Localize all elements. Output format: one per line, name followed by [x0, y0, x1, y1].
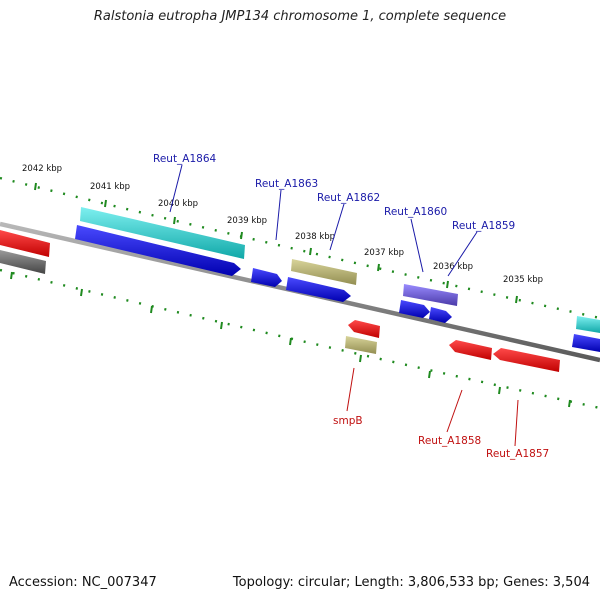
major-tick — [80, 288, 83, 297]
sequence-summary-text: Topology: circular; Length: 3,806,533 bp… — [232, 575, 590, 590]
gene-cyan-feature[interactable] — [80, 207, 245, 259]
gene-label-smpb[interactable]: smpB — [333, 415, 363, 427]
gene-blue-feature-right[interactable] — [572, 334, 600, 352]
gene-label-reut-a1857[interactable]: Reut_A1857 — [486, 448, 549, 460]
major-tick — [515, 295, 518, 304]
kbp-label: 2040 kbp — [158, 199, 198, 209]
major-tick — [377, 263, 380, 272]
gene-reut-a1858[interactable] — [449, 340, 492, 360]
gene-reverse-red-small[interactable] — [348, 320, 380, 338]
major-tick — [359, 354, 362, 363]
kbp-label: 2042 kbp — [22, 164, 62, 174]
kbp-label: 2039 kbp — [227, 216, 267, 226]
kbp-label: 2037 kbp — [364, 248, 404, 258]
upper-tick-ring — [0, 176, 600, 320]
major-tick — [220, 321, 223, 330]
gene-reut-a1860[interactable] — [399, 300, 430, 318]
major-tick — [104, 199, 107, 208]
reverse-gene-labels: smpB Reut_A1858 Reut_A1857 — [333, 367, 549, 460]
kbp-label: 2035 kbp — [503, 275, 543, 285]
major-tick — [34, 182, 37, 191]
gene-khaki-feature[interactable] — [291, 259, 357, 285]
gene-cyan-feature-right[interactable] — [576, 316, 600, 333]
reverse-row — [345, 320, 560, 372]
major-tick — [498, 386, 501, 395]
left-edge-features — [0, 230, 50, 274]
major-tick — [309, 247, 312, 256]
major-tick — [240, 231, 243, 240]
forward-outer-row — [80, 207, 600, 333]
gene-label-reut-a1859[interactable]: Reut_A1859 — [452, 220, 515, 232]
gene-purple-feature[interactable] — [403, 284, 458, 306]
gene-label-reut-a1862[interactable]: Reut_A1862 — [317, 192, 380, 204]
major-tick — [446, 280, 449, 289]
gene-label-reut-a1864[interactable]: Reut_A1864 — [153, 153, 217, 165]
map-title: Ralstonia eutropha JMP134 chromosome 1, … — [93, 9, 507, 24]
gene-reut-a1862[interactable] — [286, 277, 351, 302]
gene-red-feature-left[interactable] — [0, 230, 50, 257]
major-tick — [173, 216, 176, 225]
major-tick — [428, 370, 431, 379]
gene-label-reut-a1860[interactable]: Reut_A1860 — [384, 206, 447, 218]
major-tick — [10, 271, 13, 280]
gene-label-reut-a1863[interactable]: Reut_A1863 — [255, 178, 318, 190]
forward-inner-row — [75, 225, 600, 352]
kbp-label: 2038 kbp — [295, 232, 335, 242]
major-tick — [150, 305, 153, 314]
gene-smpb[interactable] — [345, 336, 377, 354]
gene-reut-a1859[interactable] — [429, 307, 452, 323]
gene-gray-feature-left[interactable] — [0, 250, 46, 274]
kbp-label: 2036 kbp — [433, 262, 473, 272]
gene-label-reut-a1858[interactable]: Reut_A1858 — [418, 435, 481, 447]
forward-gene-labels: Reut_A1864 Reut_A1863 Reut_A1862 Reut_A1… — [153, 153, 515, 277]
kbp-label: 2041 kbp — [90, 182, 130, 192]
major-tick — [568, 399, 571, 408]
gene-reut-a1863[interactable] — [251, 268, 282, 287]
lower-tick-ring — [0, 268, 600, 410]
kbp-labels: 2042 kbp 2041 kbp 2040 kbp 2039 kbp 2038… — [22, 164, 543, 285]
accession-text: Accession: NC_007347 — [9, 575, 157, 590]
major-tick — [289, 337, 292, 346]
gene-reut-a1857[interactable] — [493, 348, 560, 372]
gene-reut-a1864[interactable] — [75, 225, 241, 276]
